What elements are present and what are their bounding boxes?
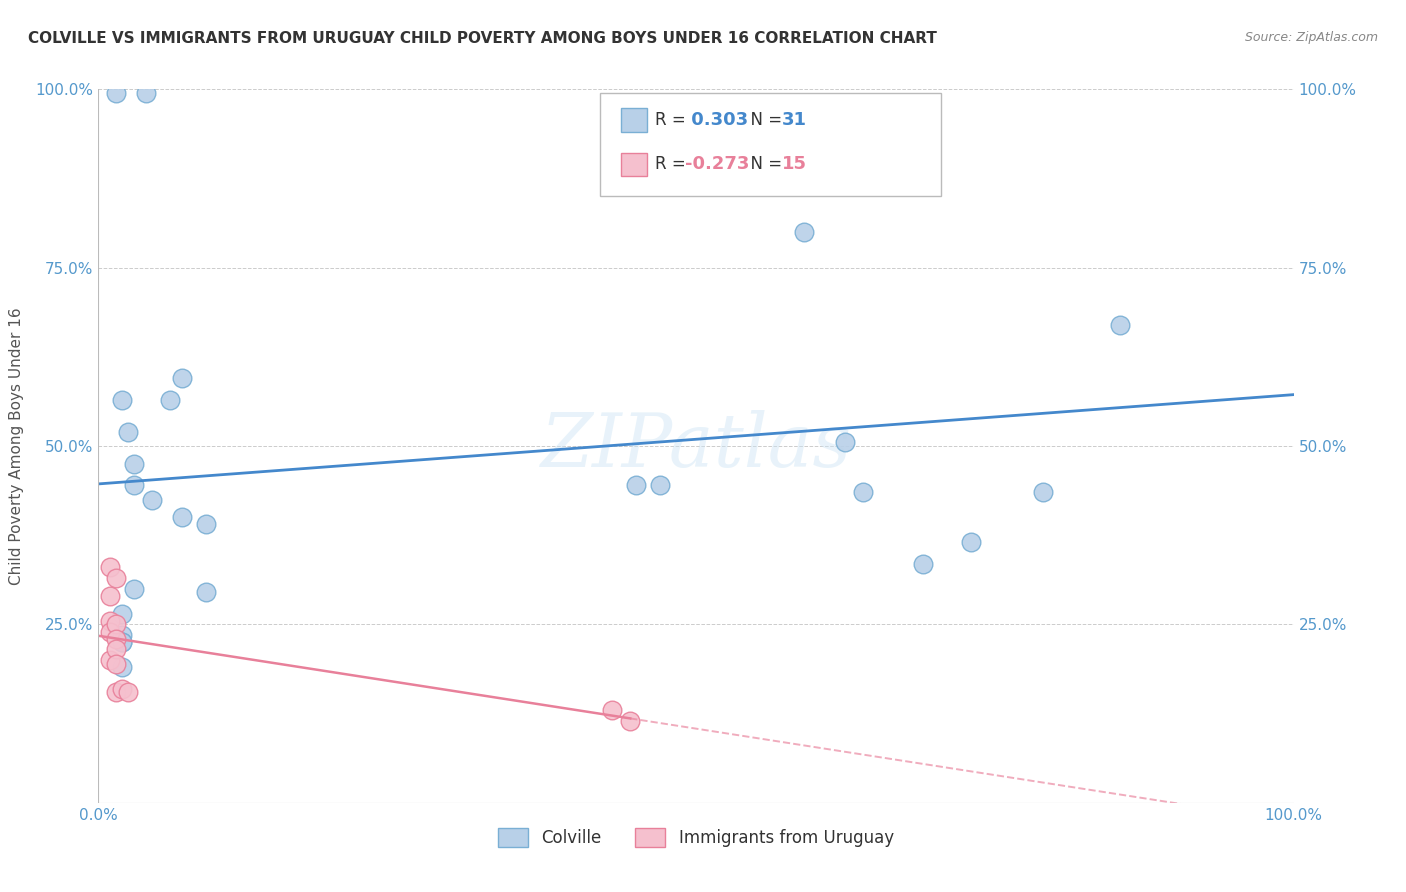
Point	[111, 392, 134, 407]
Point	[105, 617, 128, 632]
Point	[98, 653, 122, 667]
Point	[111, 635, 134, 649]
Bar	[620, 153, 647, 177]
Text: N =: N =	[740, 112, 787, 129]
Text: Source: ZipAtlas.com: Source: ZipAtlas.com	[1244, 31, 1378, 45]
Point	[105, 685, 128, 699]
Point	[828, 175, 851, 189]
Text: R =: R =	[655, 112, 692, 129]
Text: 31: 31	[782, 112, 807, 129]
FancyBboxPatch shape	[600, 93, 941, 196]
Point	[117, 685, 139, 699]
Point	[111, 681, 134, 696]
Text: COLVILLE VS IMMIGRANTS FROM URUGUAY CHILD POVERTY AMONG BOYS UNDER 16 CORRELATIO: COLVILLE VS IMMIGRANTS FROM URUGUAY CHIL…	[28, 31, 936, 46]
Point	[98, 560, 122, 574]
Point	[111, 660, 134, 674]
Point	[111, 628, 134, 642]
Point	[105, 86, 128, 100]
Point	[98, 589, 122, 603]
Point	[648, 478, 672, 492]
Point	[105, 642, 128, 657]
Point	[124, 478, 146, 492]
Point	[1109, 318, 1132, 332]
Point	[195, 517, 218, 532]
Point	[98, 614, 122, 628]
Text: 15: 15	[782, 155, 807, 173]
Point	[159, 392, 181, 407]
Text: 0.303: 0.303	[685, 112, 748, 129]
Point	[111, 635, 134, 649]
Point	[105, 571, 128, 585]
Text: R =: R =	[655, 155, 692, 173]
Point	[172, 510, 194, 524]
Point	[852, 485, 875, 500]
Point	[195, 585, 218, 599]
Text: N =: N =	[740, 155, 787, 173]
Legend: Colville, Immigrants from Uruguay: Colville, Immigrants from Uruguay	[489, 819, 903, 855]
Point	[135, 86, 157, 100]
Point	[626, 478, 648, 492]
Point	[111, 607, 134, 621]
Point	[960, 535, 983, 549]
Point	[105, 657, 128, 671]
Point	[619, 714, 641, 728]
Point	[124, 582, 146, 596]
Point	[834, 435, 856, 450]
Bar	[620, 109, 647, 132]
Point	[172, 371, 194, 385]
Point	[1032, 485, 1054, 500]
Point	[105, 632, 128, 646]
Point	[124, 457, 146, 471]
Y-axis label: Child Poverty Among Boys Under 16: Child Poverty Among Boys Under 16	[10, 307, 24, 585]
Point	[141, 492, 163, 507]
Point	[117, 425, 139, 439]
Point	[793, 225, 815, 239]
Point	[602, 703, 624, 717]
Text: -0.273: -0.273	[685, 155, 749, 173]
Text: ZIPatlas: ZIPatlas	[540, 409, 852, 483]
Point	[98, 624, 122, 639]
Point	[911, 557, 934, 571]
